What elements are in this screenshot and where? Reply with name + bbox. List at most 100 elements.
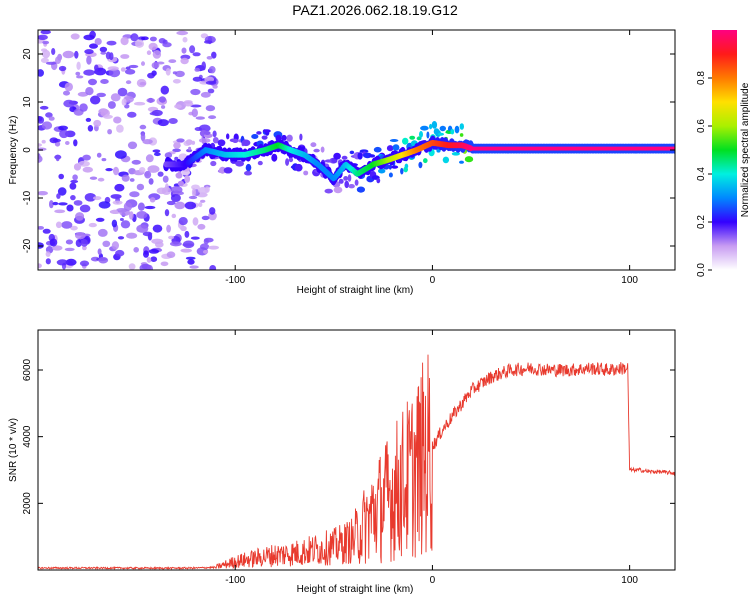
ridge-sidelobe [223,167,233,174]
ridge-sidelobe [286,134,293,142]
noise-blob [176,138,185,143]
noise-blob [63,99,75,108]
noise-blob [168,235,175,240]
ridge-sidelobe [244,170,252,176]
noise-blob [113,166,119,176]
noise-blob [128,263,136,270]
noise-blob [102,240,111,247]
ridge-sidelobe [442,156,450,164]
noise-blob [75,232,86,240]
noise-blob [128,64,139,69]
spectrogram-y-tick-label: 0 [22,147,33,153]
noise-blob [148,42,158,51]
noise-blob [164,183,169,192]
noise-blob [107,101,116,109]
noise-blob [99,46,108,53]
noise-blob [82,245,87,251]
noise-blob [79,204,91,213]
noise-blob [160,85,169,95]
noise-blob [205,80,217,85]
noise-blob [52,138,61,143]
ridge-sidelobe [348,184,355,189]
noise-blob [137,202,145,211]
snr-x-label: Height of straight line (km) [297,584,414,595]
noise-blob [65,258,77,266]
noise-blob [131,159,141,165]
snr-y-tick-label: 2000 [22,492,33,515]
noise-blob [45,61,57,65]
noise-blob [48,116,55,121]
noise-blob [162,42,172,48]
ridge-sidelobe [288,157,294,163]
noise-blob [54,209,66,214]
noise-blob [191,108,198,118]
noise-blob [38,69,44,77]
colorbar [712,30,737,270]
noise-blob [77,91,89,97]
noise-blob [136,211,148,219]
ridge-sidelobe [177,180,184,187]
noise-blob [75,71,81,76]
noise-blob [38,263,42,269]
noise-blob [59,129,69,139]
noise-blob [142,231,153,237]
ridge-sidelobe [191,140,196,145]
spectrogram-y-tick-label: -20 [22,238,33,253]
noise-blob [80,239,88,247]
noise-blob [73,200,83,206]
noise-blob [105,51,111,60]
noise-blob [190,104,202,108]
noise-blob [212,84,218,89]
noise-blob [57,187,67,196]
noise-blob [192,76,203,82]
noise-blob [181,47,187,54]
ridge-sidelobe [210,160,217,167]
noise-blob [166,224,172,233]
noise-blob [166,200,176,206]
ridge-sidelobe [431,121,438,129]
noise-blob [139,124,147,130]
noise-blob [197,223,206,230]
ridge-sidelobe [417,136,421,141]
noise-blob [49,238,58,247]
noise-blob [201,61,206,71]
noise-blob [192,217,199,226]
noise-blob [94,38,102,45]
noise-blob [70,195,76,201]
noise-blob [152,50,162,59]
noise-blob [141,36,149,41]
noise-blob [69,182,77,190]
ridge-sidelobe [454,125,460,134]
noise-blob [88,78,97,86]
noise-blob [64,82,74,92]
noise-blob [115,249,125,257]
noise-blob [93,196,102,201]
ridge-sidelobe [343,176,349,181]
spectrogram-x-tick-label: -100 [225,275,245,286]
ridge-sidelobe [303,170,309,176]
noise-blob [162,175,169,183]
ridge-sidelobe [261,135,268,140]
noise-blob [76,75,84,79]
noise-blob [136,224,149,233]
noise-blob [55,56,61,64]
noise-blob [45,112,53,118]
noise-blob [101,158,107,162]
noise-blob [170,194,181,202]
noise-blob [156,187,167,195]
ridge-sidelobe [235,160,245,167]
noise-blob [120,67,126,72]
ridge-sidelobe [262,129,271,133]
noise-blob [74,50,79,59]
noise-blob [209,265,217,270]
noise-blob [160,261,169,267]
noise-blob [58,65,67,72]
noise-blob [157,171,164,177]
ridge-sidelobe [188,146,192,151]
noise-blob [185,256,196,260]
noise-blob [172,71,178,75]
noise-blob [41,49,51,59]
spectrogram-x-tick-label: 100 [621,275,638,286]
noise-blob [170,241,182,247]
colorbar-label: Normalized spectral amplitude [740,82,750,217]
